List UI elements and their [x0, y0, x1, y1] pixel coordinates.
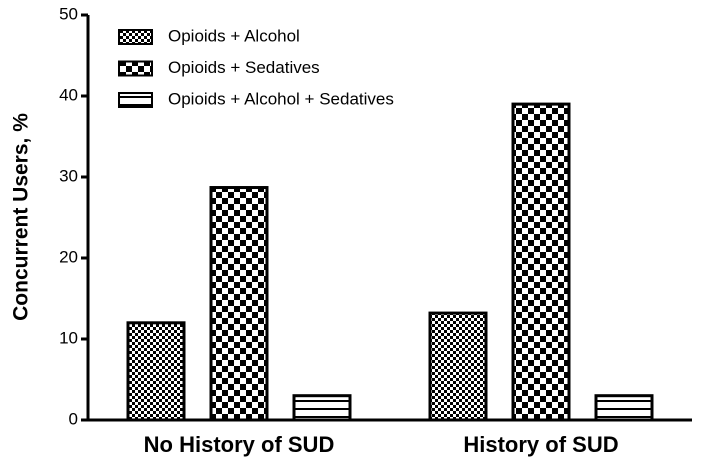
- bar: [209, 186, 269, 422]
- y-tick-label: 0: [69, 409, 78, 428]
- x-tick-label: No History of SUD: [144, 432, 335, 457]
- bar: [428, 311, 488, 422]
- bar: [126, 321, 186, 422]
- legend-swatch: [118, 92, 153, 108]
- legend-label: Opioids + Alcohol + Sedatives: [168, 89, 394, 108]
- bar: [511, 102, 571, 422]
- legend-label: Opioids + Alcohol: [168, 26, 300, 45]
- y-tick-label: 30: [59, 166, 78, 185]
- y-tick-label: 50: [59, 4, 78, 23]
- bar: [594, 394, 654, 422]
- legend-label: Opioids + Sedatives: [168, 58, 320, 77]
- legend-swatch: [118, 29, 153, 45]
- y-axis-label: Concurrent Users, %: [10, 113, 33, 321]
- x-tick-label: History of SUD: [463, 432, 618, 457]
- y-tick-label: 10: [59, 328, 78, 347]
- y-tick-label: 20: [59, 247, 78, 266]
- y-tick-label: 40: [59, 85, 78, 104]
- bar: [292, 394, 352, 422]
- legend-swatch: [118, 60, 153, 77]
